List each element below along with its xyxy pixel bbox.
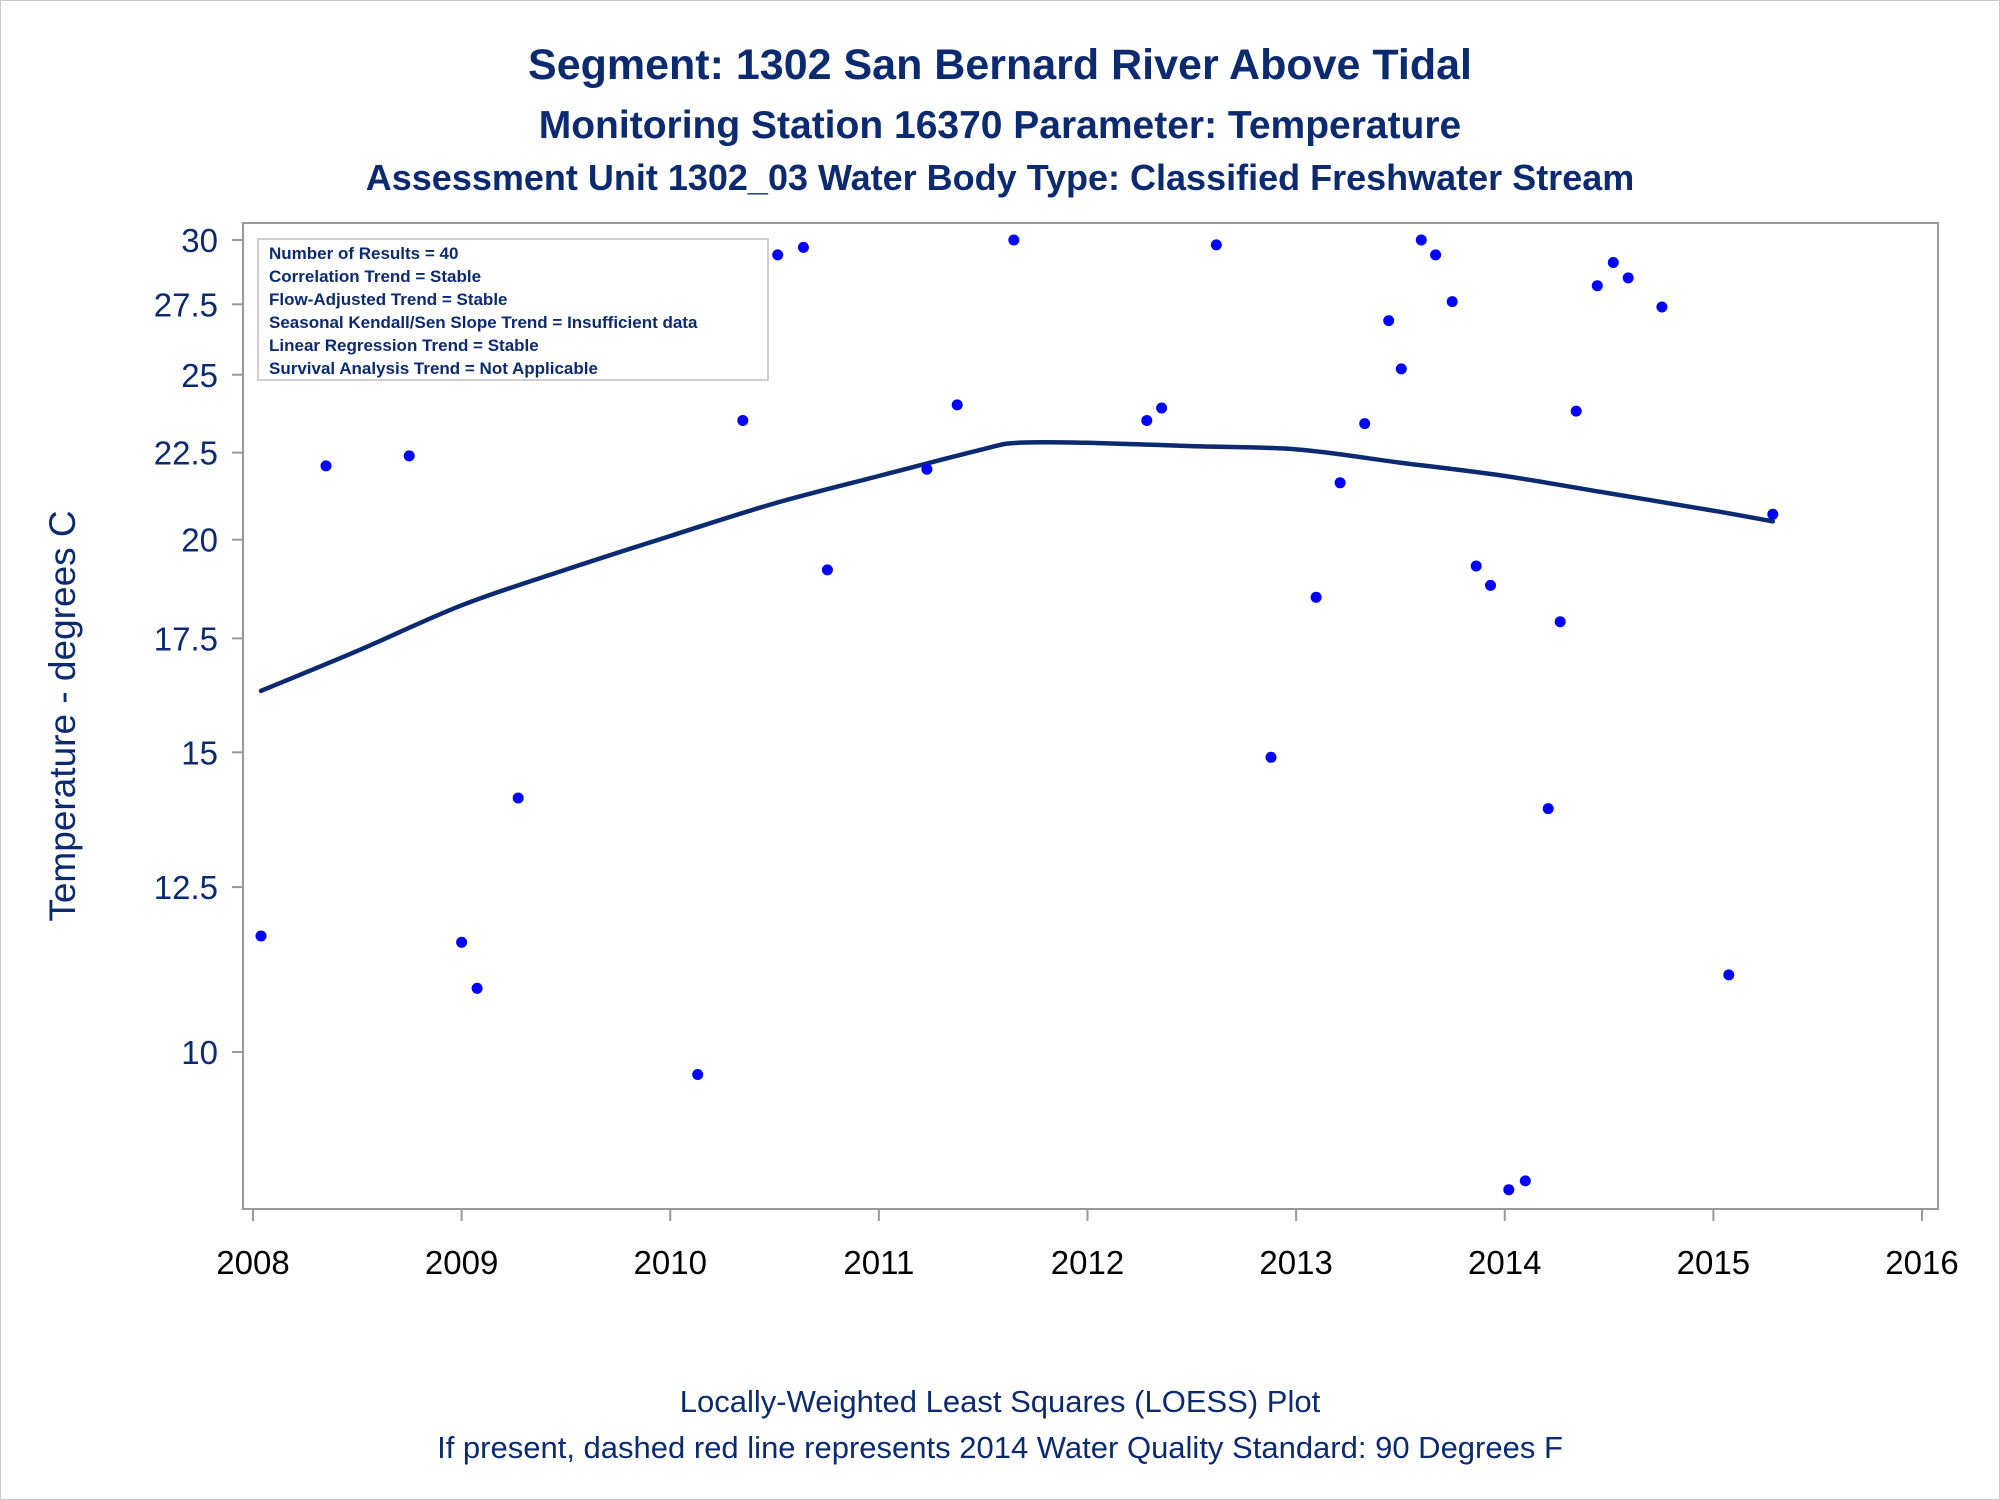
- x-tick-label: 2012: [1051, 1244, 1124, 1281]
- data-point: [1415, 234, 1427, 246]
- plot-area: [242, 222, 1939, 1210]
- data-point: [1446, 296, 1458, 308]
- x-tick-label: 2016: [1885, 1244, 1958, 1281]
- y-tick-label: 17.5: [154, 620, 218, 657]
- y-tick-label: 22.5: [154, 435, 218, 472]
- y-axis: 10 12.5 15 17.5 20 22.5 25 27.5 30: [154, 222, 243, 1071]
- data-point: [1542, 803, 1554, 815]
- y-tick-label: 25: [181, 357, 218, 394]
- legend-results-count: Number of Results = 40: [269, 244, 458, 263]
- data-point: [1554, 616, 1566, 628]
- legend-seasonal-kendall-trend: Seasonal Kendall/Sen Slope Trend = Insuf…: [269, 313, 698, 332]
- loess-curve: [258, 439, 1776, 694]
- data-point: [1156, 402, 1168, 414]
- chart-title: Segment: 1302 San Bernard River Above Ti…: [528, 41, 1472, 89]
- x-tick-label: 2013: [1259, 1244, 1332, 1281]
- data-point: [1334, 477, 1346, 489]
- data-point: [772, 249, 784, 261]
- loess-series: [258, 439, 1776, 694]
- data-point: [737, 415, 749, 426]
- x-tick-label: 2014: [1468, 1244, 1541, 1281]
- x-tick-label: 2015: [1677, 1244, 1750, 1281]
- data-point: [1485, 579, 1496, 591]
- legend-flow-adjusted-trend: Flow-Adjusted Trend = Stable: [269, 290, 508, 309]
- y-tick-label: 10: [181, 1034, 218, 1071]
- data-point: [403, 450, 415, 462]
- data-point: [1767, 508, 1779, 520]
- data-point: [1383, 315, 1395, 327]
- y-tick-label: 15: [181, 734, 218, 771]
- data-point: [471, 982, 483, 994]
- legend-linear-regression-trend: Linear Regression Trend = Stable: [269, 336, 539, 355]
- x-tick-label: 2010: [634, 1244, 707, 1281]
- points-series: [255, 234, 1779, 1196]
- data-point: [1395, 363, 1407, 375]
- trend-legend: Number of Results = 40 Correlation Trend…: [257, 238, 769, 381]
- data-point: [797, 241, 809, 253]
- y-axis-label: Temperature - degrees C: [42, 510, 83, 921]
- data-point: [1570, 405, 1582, 417]
- data-point: [1591, 280, 1603, 292]
- data-point: [1503, 1184, 1515, 1196]
- data-point: [1310, 591, 1322, 603]
- data-point: [1656, 301, 1668, 313]
- x-tick-label: 2008: [216, 1244, 289, 1281]
- data-point: [692, 1069, 704, 1080]
- legend-box: [257, 238, 769, 381]
- data-point: [320, 460, 332, 472]
- data-point: [1723, 969, 1735, 981]
- data-point: [1265, 751, 1277, 763]
- data-point: [456, 936, 468, 948]
- y-tick-label: 20: [181, 522, 218, 559]
- data-point: [512, 792, 524, 804]
- data-point: [1430, 249, 1442, 261]
- data-point: [1141, 415, 1153, 426]
- data-point: [1622, 272, 1634, 284]
- data-point: [255, 930, 267, 942]
- data-point: [1359, 418, 1371, 430]
- y-tick-label: 27.5: [154, 286, 218, 323]
- data-point: [921, 463, 933, 475]
- y-tick-label: 30: [181, 222, 218, 259]
- legend-survival-analysis-trend: Survival Analysis Trend = Not Applicable: [269, 359, 598, 378]
- data-point: [1470, 560, 1482, 572]
- footnote-standard: If present, dashed red line represents 2…: [437, 1430, 1563, 1465]
- data-point: [1607, 257, 1619, 268]
- data-point: [951, 399, 963, 411]
- legend-correlation-trend: Correlation Trend = Stable: [269, 267, 481, 286]
- x-tick-label: 2011: [843, 1244, 914, 1281]
- data-point: [821, 564, 833, 576]
- x-axis: 2008 2009 2010 2011 2012 2013 2014 2015 2016: [216, 1209, 1959, 1281]
- data-point: [1519, 1175, 1531, 1187]
- data-point: [1008, 234, 1020, 246]
- data-point: [1210, 239, 1222, 251]
- x-tick-label: 2009: [425, 1244, 498, 1281]
- chart-subtitle: Monitoring Station 16370 Parameter: Temp…: [539, 104, 1462, 147]
- y-tick-label: 12.5: [154, 869, 218, 906]
- footnote-loess: Locally-Weighted Least Squares (LOESS) P…: [680, 1384, 1321, 1419]
- chart-subtitle-2: Assessment Unit 1302_03 Water Body Type:…: [366, 157, 1635, 198]
